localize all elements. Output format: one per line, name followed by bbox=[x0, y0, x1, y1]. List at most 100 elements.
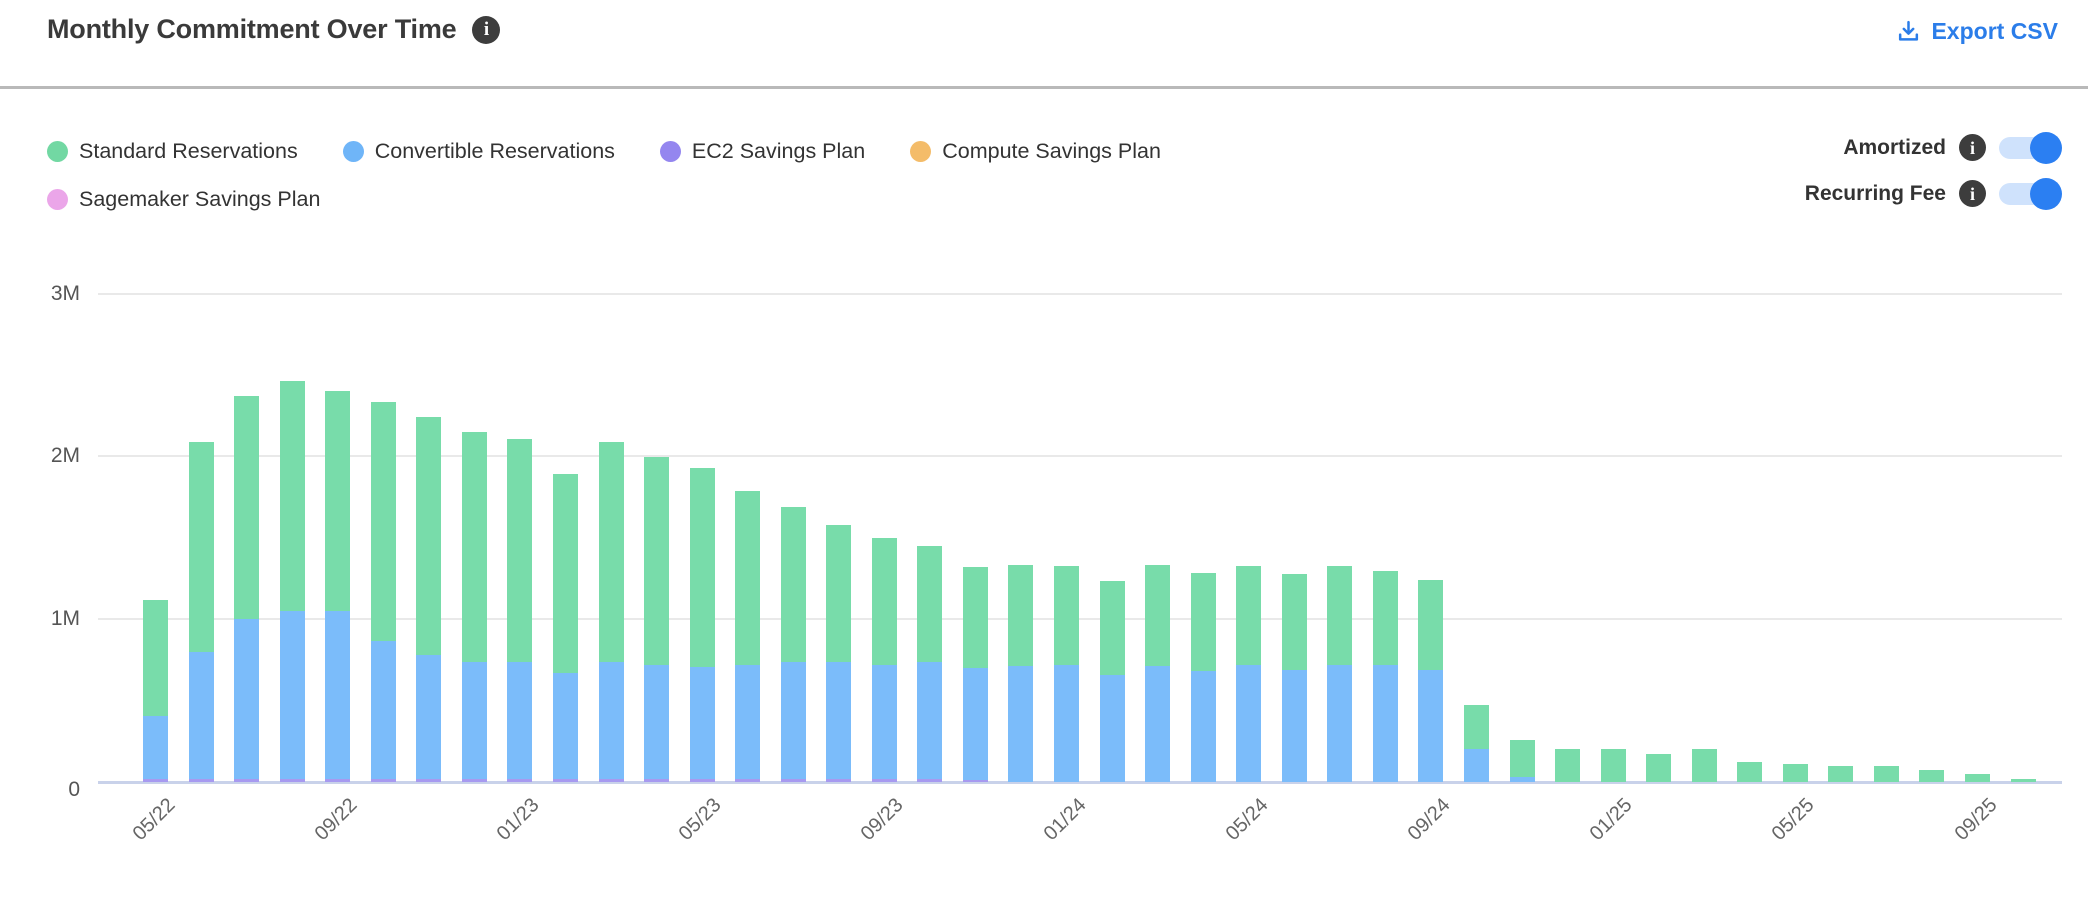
bar-09/22-convertible-reservations[interactable] bbox=[325, 611, 351, 779]
bar-05/24-convertible-reservations[interactable] bbox=[1236, 665, 1262, 782]
bar-08/25-standard-reservations[interactable] bbox=[1919, 770, 1945, 782]
bar-07/23-convertible-reservations[interactable] bbox=[780, 662, 806, 779]
bar-10/23-ec2-savings-plan[interactable] bbox=[917, 779, 943, 782]
bar-07/22-ec2-savings-plan[interactable] bbox=[234, 779, 260, 782]
bar-07/22-convertible-reservations[interactable] bbox=[234, 619, 260, 779]
bar-11/23-standard-reservations[interactable] bbox=[962, 567, 988, 668]
bar-01/23-standard-reservations[interactable] bbox=[507, 439, 533, 662]
bar-03/23-standard-reservations[interactable] bbox=[598, 442, 624, 662]
bar-01/24-standard-reservations[interactable] bbox=[1054, 566, 1079, 665]
bar-12/22-convertible-reservations[interactable] bbox=[461, 662, 487, 779]
bar-07/24-standard-reservations[interactable] bbox=[1327, 566, 1353, 665]
bar-08/23-standard-reservations[interactable] bbox=[826, 525, 852, 662]
recurring-fee-info-icon[interactable]: i bbox=[1959, 180, 1986, 207]
bar-10/24-convertible-reservations[interactable] bbox=[1463, 749, 1489, 782]
bar-11/24-convertible-reservations[interactable] bbox=[1509, 777, 1535, 782]
bar-08/23-convertible-reservations[interactable] bbox=[826, 662, 852, 779]
bar-05/22-standard-reservations[interactable] bbox=[143, 600, 168, 716]
bar-06/23-convertible-reservations[interactable] bbox=[735, 665, 761, 779]
bar-01/23-ec2-savings-plan[interactable] bbox=[507, 779, 533, 782]
bar-11/23-ec2-savings-plan[interactable] bbox=[962, 780, 988, 782]
bar-04/23-standard-reservations[interactable] bbox=[644, 457, 670, 665]
bar-08/24-convertible-reservations[interactable] bbox=[1372, 665, 1398, 782]
legend-item-standard-reservations[interactable]: Standard Reservations bbox=[47, 139, 298, 164]
bar-11/22-standard-reservations[interactable] bbox=[416, 417, 442, 655]
bar-11/24-standard-reservations[interactable] bbox=[1509, 740, 1535, 777]
bar-10/24-standard-reservations[interactable] bbox=[1463, 705, 1489, 749]
bar-09/22-ec2-savings-plan[interactable] bbox=[325, 779, 351, 782]
bar-03/24-standard-reservations[interactable] bbox=[1145, 565, 1171, 666]
bar-12/22-standard-reservations[interactable] bbox=[461, 432, 487, 662]
bar-08/22-convertible-reservations[interactable] bbox=[279, 611, 305, 779]
bar-02/25-standard-reservations[interactable] bbox=[1646, 754, 1672, 782]
bar-03/24-convertible-reservations[interactable] bbox=[1145, 666, 1171, 782]
export-csv-button[interactable]: Export CSV bbox=[1896, 18, 2058, 45]
bar-04/23-convertible-reservations[interactable] bbox=[644, 665, 670, 779]
legend-item-convertible-reservations[interactable]: Convertible Reservations bbox=[342, 139, 615, 164]
bar-05/23-standard-reservations[interactable] bbox=[689, 468, 715, 667]
bar-05/22-ec2-savings-plan[interactable] bbox=[143, 779, 168, 782]
bar-12/22-ec2-savings-plan[interactable] bbox=[461, 779, 487, 782]
bar-02/24-convertible-reservations[interactable] bbox=[1099, 675, 1125, 782]
bar-06/22-ec2-savings-plan[interactable] bbox=[188, 779, 214, 782]
bar-10/23-standard-reservations[interactable] bbox=[917, 546, 943, 662]
bar-03/25-standard-reservations[interactable] bbox=[1691, 749, 1717, 782]
bar-04/25-standard-reservations[interactable] bbox=[1737, 762, 1763, 782]
bar-03/23-convertible-reservations[interactable] bbox=[598, 662, 624, 779]
bar-09/24-standard-reservations[interactable] bbox=[1418, 580, 1444, 670]
bar-08/22-standard-reservations[interactable] bbox=[279, 381, 305, 611]
bar-07/22-standard-reservations[interactable] bbox=[234, 396, 260, 619]
bar-05/25-standard-reservations[interactable] bbox=[1782, 764, 1808, 782]
recurring-fee-toggle[interactable] bbox=[1999, 177, 2062, 210]
bar-10/23-convertible-reservations[interactable] bbox=[917, 662, 943, 779]
bar-03/23-ec2-savings-plan[interactable] bbox=[598, 779, 624, 782]
bar-09/23-standard-reservations[interactable] bbox=[871, 538, 897, 665]
bar-09/23-convertible-reservations[interactable] bbox=[871, 665, 897, 779]
bar-08/22-ec2-savings-plan[interactable] bbox=[279, 779, 305, 782]
bar-10/22-standard-reservations[interactable] bbox=[370, 402, 396, 641]
bar-12/23-standard-reservations[interactable] bbox=[1008, 565, 1034, 666]
bar-11/22-ec2-savings-plan[interactable] bbox=[416, 779, 442, 782]
bar-08/23-ec2-savings-plan[interactable] bbox=[826, 779, 852, 782]
bar-06/24-convertible-reservations[interactable] bbox=[1281, 670, 1307, 782]
bar-01/24-convertible-reservations[interactable] bbox=[1054, 665, 1079, 782]
bar-07/25-standard-reservations[interactable] bbox=[1873, 766, 1899, 782]
bar-11/22-convertible-reservations[interactable] bbox=[416, 655, 442, 779]
bar-08/24-standard-reservations[interactable] bbox=[1372, 571, 1398, 665]
bar-04/23-ec2-savings-plan[interactable] bbox=[644, 779, 670, 782]
legend-item-ec2-savings-plan[interactable]: EC2 Savings Plan bbox=[659, 139, 865, 164]
bar-11/23-convertible-reservations[interactable] bbox=[962, 668, 988, 780]
bar-06/22-standard-reservations[interactable] bbox=[188, 442, 214, 652]
bar-02/23-standard-reservations[interactable] bbox=[552, 474, 578, 673]
bar-10/22-ec2-savings-plan[interactable] bbox=[370, 779, 396, 782]
title-info-icon[interactable]: i bbox=[472, 15, 501, 44]
bar-06/25-standard-reservations[interactable] bbox=[1828, 766, 1854, 782]
bar-06/22-convertible-reservations[interactable] bbox=[188, 652, 214, 779]
bar-04/24-standard-reservations[interactable] bbox=[1190, 573, 1216, 671]
bar-12/24-standard-reservations[interactable] bbox=[1555, 749, 1581, 782]
bar-07/24-convertible-reservations[interactable] bbox=[1327, 665, 1353, 782]
bar-10/25-standard-reservations[interactable] bbox=[2010, 779, 2036, 782]
amortized-info-icon[interactable]: i bbox=[1959, 134, 1986, 161]
bar-02/24-standard-reservations[interactable] bbox=[1099, 581, 1125, 675]
bar-06/23-standard-reservations[interactable] bbox=[735, 491, 761, 665]
bar-01/25-standard-reservations[interactable] bbox=[1600, 749, 1626, 782]
bar-05/23-ec2-savings-plan[interactable] bbox=[689, 779, 715, 782]
bar-10/22-convertible-reservations[interactable] bbox=[370, 641, 396, 779]
bar-04/24-convertible-reservations[interactable] bbox=[1190, 671, 1216, 782]
bar-07/23-ec2-savings-plan[interactable] bbox=[780, 779, 806, 782]
bar-09/24-convertible-reservations[interactable] bbox=[1418, 670, 1444, 782]
legend-item-compute-savings-plan[interactable]: Compute Savings Plan bbox=[910, 139, 1161, 164]
bar-09/25-standard-reservations[interactable] bbox=[1965, 774, 1990, 782]
bar-07/23-standard-reservations[interactable] bbox=[780, 507, 806, 662]
bar-05/24-standard-reservations[interactable] bbox=[1236, 566, 1262, 665]
bar-05/22-convertible-reservations[interactable] bbox=[143, 716, 168, 779]
amortized-toggle[interactable] bbox=[1999, 131, 2062, 164]
bar-01/23-convertible-reservations[interactable] bbox=[507, 662, 533, 779]
bar-02/23-ec2-savings-plan[interactable] bbox=[552, 779, 578, 782]
bar-06/23-ec2-savings-plan[interactable] bbox=[735, 779, 761, 782]
bar-02/23-convertible-reservations[interactable] bbox=[552, 673, 578, 779]
bar-06/24-standard-reservations[interactable] bbox=[1281, 574, 1307, 670]
bar-05/23-convertible-reservations[interactable] bbox=[689, 667, 715, 779]
legend-item-sagemaker-savings-plan[interactable]: Sagemaker Savings Plan bbox=[47, 187, 320, 212]
